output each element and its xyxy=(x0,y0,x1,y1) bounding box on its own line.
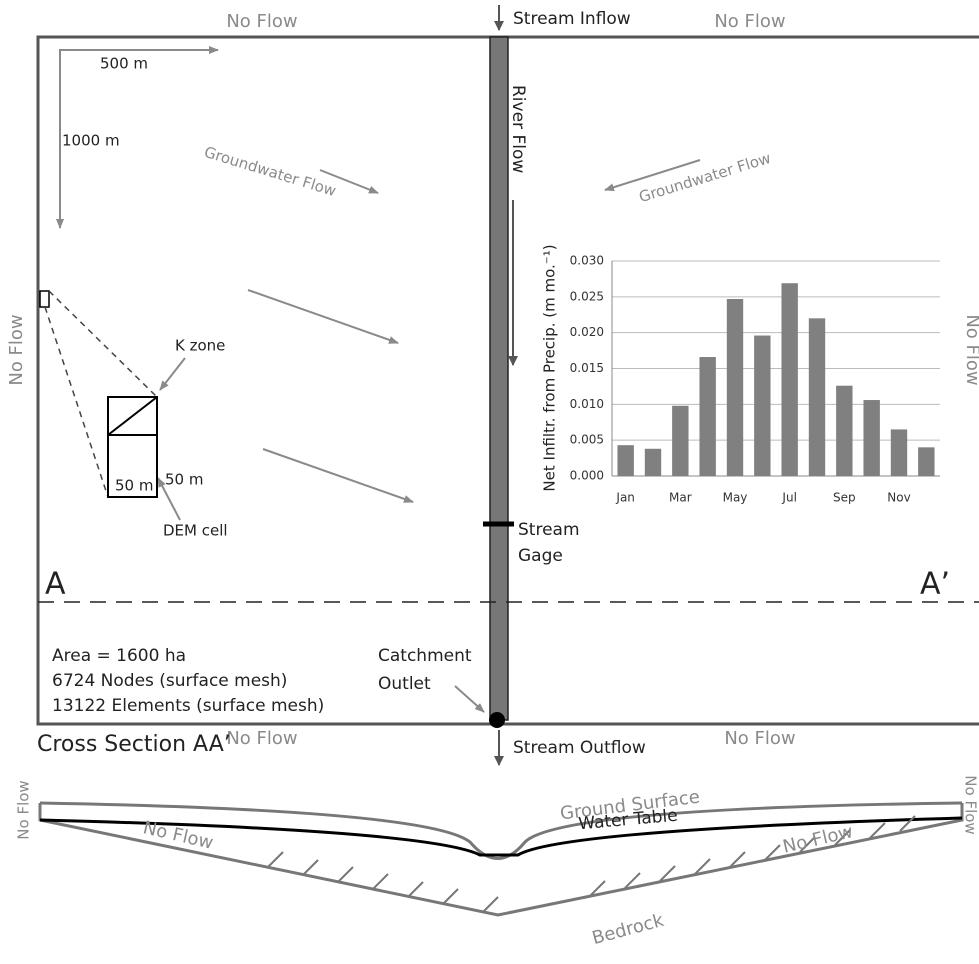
kzone-arrow xyxy=(159,357,186,391)
ground-surface xyxy=(39,801,963,860)
outlet-point xyxy=(489,712,505,728)
bar xyxy=(754,335,771,476)
gw-label: Groundwater Flow xyxy=(637,149,773,206)
bedrock-outline xyxy=(38,803,964,917)
stats-line: 13122 Elements (surface mesh) xyxy=(52,696,324,716)
stream-label: Stream Inflow xyxy=(513,9,631,29)
boundary-label: No Flow xyxy=(962,314,979,385)
gw-label: Groundwater Flow xyxy=(202,143,338,200)
bar xyxy=(836,385,853,476)
y-tick-label: 0.010 xyxy=(570,397,604,411)
stream-label: Catchment xyxy=(378,646,472,666)
x-tick-label: Nov xyxy=(887,491,910,505)
cell-locator xyxy=(39,290,50,308)
bar xyxy=(644,448,662,476)
gw-arrow xyxy=(262,448,414,503)
cs-label: No Flow xyxy=(962,775,979,834)
y-tick-label: 0.030 xyxy=(570,254,604,268)
scale-label: 1000 m xyxy=(62,132,120,150)
x-tick-label: Jan xyxy=(615,491,635,505)
section-end: A’ xyxy=(920,567,950,602)
boundary-label: No Flow xyxy=(714,11,785,32)
y-tick-label: 0.020 xyxy=(570,325,604,339)
cs-label: Bedrock xyxy=(590,910,667,949)
stream-label: Outlet xyxy=(378,674,431,694)
dem-label: 50 m xyxy=(115,477,153,495)
dem-cells xyxy=(107,396,158,498)
zoom-line xyxy=(48,290,158,398)
cs-label: No Flow xyxy=(15,780,33,839)
stream-label: River Flow xyxy=(508,85,528,173)
zoom-line xyxy=(44,306,109,498)
bar xyxy=(617,445,634,476)
y-tick-label: 0.025 xyxy=(570,289,604,303)
bar xyxy=(672,405,689,476)
outlet-arrow xyxy=(454,685,485,713)
inset-chart: 0.000 0.005 0.010 0.015 0.020 0.025 0.030 Net I… xyxy=(541,244,940,505)
river xyxy=(489,36,509,721)
x-tick-label: Jul xyxy=(781,491,796,505)
y-tick-label: 0.015 xyxy=(570,361,604,375)
bar xyxy=(781,283,798,476)
stats-line: 6724 Nodes (surface mesh) xyxy=(52,671,287,691)
y-tick-label: 0.000 xyxy=(570,469,604,483)
scale-label: 500 m xyxy=(100,55,148,73)
cross-section-title: Cross Section AA’ xyxy=(37,732,231,757)
stream-label: Stream xyxy=(518,520,580,540)
boundary-label: No Flow xyxy=(724,728,795,749)
section-end: A xyxy=(45,567,66,602)
dem-label: DEM cell xyxy=(163,522,228,540)
water-table xyxy=(39,816,963,857)
bar xyxy=(890,429,908,476)
dem-label: 50 m xyxy=(165,471,203,489)
bar xyxy=(808,318,826,476)
bar xyxy=(918,447,935,476)
y-axis-title: Net Infiltr. from Precip. (m mo.⁻¹) xyxy=(541,244,559,491)
gw-arrow xyxy=(319,169,379,194)
x-tick-label: May xyxy=(723,491,748,505)
stats-line: Area = 1600 ha xyxy=(52,646,186,666)
cs-label: No Flow xyxy=(781,821,855,858)
bar xyxy=(726,298,744,476)
stream-label: Stream Outflow xyxy=(513,738,646,758)
bar xyxy=(863,400,880,476)
bar xyxy=(699,357,716,476)
boundary-label: No Flow xyxy=(226,11,297,32)
stream-label: Gage xyxy=(518,546,563,566)
x-tick-label: Sep xyxy=(833,491,856,505)
y-tick-label: 0.005 xyxy=(570,433,604,447)
gw-arrow xyxy=(247,289,399,344)
bedrock-hatch xyxy=(267,815,916,913)
boundary-label: No Flow xyxy=(6,314,27,385)
dem-arrow xyxy=(157,477,181,521)
domain-boundary xyxy=(36,35,979,726)
gw-arrow xyxy=(604,159,701,192)
dem-label: K zone xyxy=(175,337,225,355)
x-tick-label: Mar xyxy=(669,491,692,505)
boundary-label: No Flow xyxy=(226,728,297,749)
